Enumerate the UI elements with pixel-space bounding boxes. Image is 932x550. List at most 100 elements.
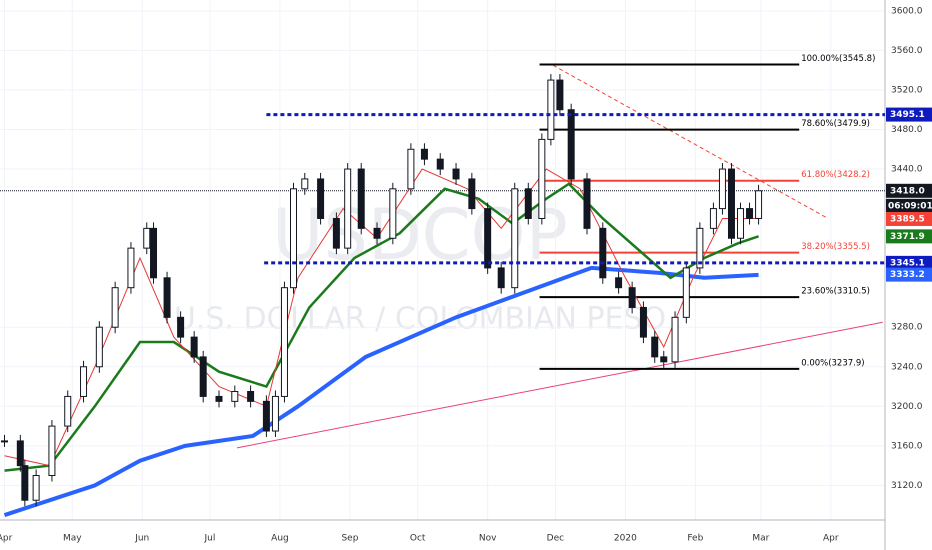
candle-body (484, 208, 492, 269)
candle-body (16, 440, 24, 467)
price-label: 3389.5 (890, 214, 925, 224)
x-tick-label: Jul (204, 534, 216, 544)
price-label-box (886, 107, 932, 122)
fib-label: 100.00%(3545.8) (801, 54, 875, 64)
candle-body (32, 475, 40, 501)
moving-average (4, 182, 759, 472)
candle-body (1, 440, 9, 443)
y-tick-label: 3520.0 (891, 85, 923, 95)
candle-body (538, 138, 546, 219)
timer: 06:09:01 (888, 201, 932, 211)
x-tick-label: Feb (687, 534, 703, 544)
fib-label: 0.00%(3237.9) (801, 358, 864, 368)
candle-body (163, 277, 171, 318)
candle-body (215, 395, 223, 402)
candle-body (660, 356, 668, 363)
candle-body (497, 267, 505, 289)
timer-box (886, 198, 932, 213)
candle-body (289, 188, 297, 289)
y-tick-label: 3200.0 (891, 402, 923, 412)
trend-line (552, 64, 827, 218)
price-label-box (886, 255, 932, 270)
candle-body (556, 79, 564, 111)
candle-body (150, 227, 158, 279)
candle-body (682, 267, 690, 318)
y-tick-label: 3160.0 (891, 441, 923, 451)
candle-body (143, 227, 151, 249)
price-label: 3418.0 (890, 186, 925, 196)
candle-body (344, 168, 352, 249)
candle-body (436, 158, 444, 170)
x-tick-label: Oct (410, 534, 426, 544)
candle-body (111, 287, 119, 328)
price-label: 3495.1 (890, 110, 925, 120)
price-label-box (886, 211, 932, 226)
candle-body (271, 395, 279, 432)
candle-body (357, 168, 365, 229)
candle-body (727, 168, 735, 239)
x-tick-label: Apr (823, 534, 839, 544)
x-tick-label: Sep (341, 534, 358, 544)
candle-body (262, 400, 270, 432)
price-label: 3333.2 (890, 270, 925, 280)
candle-body (639, 306, 647, 338)
fib-label: 38.20%(3355.5) (801, 242, 870, 252)
x-tick-label: Dec (547, 534, 564, 544)
candle-body (95, 326, 103, 368)
candle-body (420, 148, 428, 160)
price-label: 3345.1 (890, 258, 925, 268)
candle-body (280, 287, 288, 397)
price-label: 3371.9 (890, 232, 925, 242)
candle-body (468, 178, 476, 210)
x-tick-label: May (63, 534, 82, 544)
x-tick-label: Nov (479, 534, 497, 544)
y-tick-label: 3120.0 (891, 481, 923, 491)
candle-body (615, 277, 623, 289)
candle-body (21, 465, 29, 501)
price-label-box (886, 267, 932, 282)
trend-line (236, 321, 883, 449)
candle-body (755, 190, 763, 219)
candle-body (407, 148, 415, 190)
candle-body (247, 390, 255, 402)
x-tick-label: 2020 (614, 534, 637, 544)
y-tick-label: 3240.0 (891, 362, 923, 372)
candle-body (737, 208, 745, 239)
candle-body (64, 395, 72, 427)
candle-body (177, 316, 185, 338)
candle-body (746, 208, 754, 219)
fib-label: 23.60%(3310.5) (801, 287, 870, 297)
y-tick-label: 3440.0 (891, 165, 923, 175)
candle-body (80, 366, 88, 397)
y-tick-label: 3600.0 (891, 6, 923, 16)
candle-body (671, 316, 679, 363)
fib-label: 61.80%(3428.2) (801, 170, 870, 180)
y-tick-label: 3480.0 (891, 125, 923, 135)
price-label-box (886, 183, 932, 198)
candle-body (696, 227, 704, 269)
candle-body (583, 178, 591, 229)
y-tick-label: 3560.0 (891, 46, 923, 56)
moving-average (4, 168, 759, 467)
candle-body (651, 336, 659, 358)
candle-body (547, 79, 555, 140)
candle-body (190, 336, 198, 358)
candle-body (524, 188, 532, 219)
y-tick-label: 3280.0 (891, 323, 923, 333)
price-label-box (886, 229, 932, 244)
candle-body (452, 168, 460, 180)
candle-body (301, 178, 309, 190)
x-tick-label: Apr (0, 534, 13, 544)
x-tick-label: Mar (752, 534, 769, 544)
candle-body (709, 208, 717, 229)
candle-body (317, 178, 325, 219)
fib-label: 78.60%(3479.9) (801, 119, 870, 129)
candle-body (511, 188, 519, 289)
candle-body (332, 217, 340, 249)
candle-body (48, 425, 56, 477)
candle-body (127, 247, 135, 289)
candle-body (628, 287, 636, 308)
candle-body (373, 227, 381, 239)
candle-body (567, 109, 575, 180)
